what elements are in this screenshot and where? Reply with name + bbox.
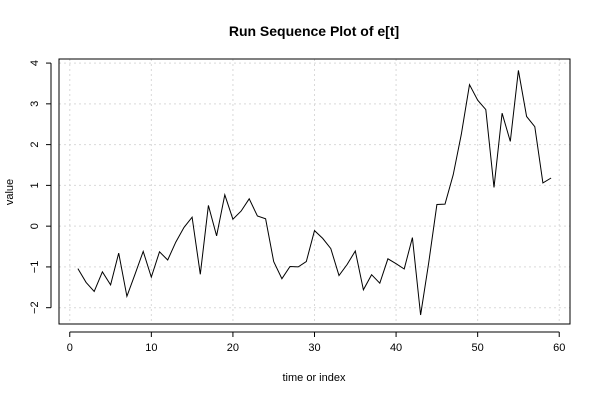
y-tick-label: 3 — [29, 101, 41, 107]
y-axis-label: value — [4, 179, 16, 205]
y-tick-label: −1 — [29, 261, 41, 274]
series-line — [77, 70, 552, 316]
x-axis: 0 10 20 30 40 50 60 — [67, 331, 565, 354]
y-tick-label: 0 — [29, 223, 41, 229]
y-tick-label: 1 — [29, 182, 41, 188]
series-group — [77, 70, 552, 316]
y-tick-label: 2 — [29, 142, 41, 148]
x-tick-label: 30 — [308, 342, 320, 354]
y-tick-label: −2 — [29, 301, 41, 314]
x-tick-label: 20 — [227, 342, 239, 354]
x-tick-label: 10 — [145, 342, 157, 354]
x-tick-label: 0 — [67, 342, 73, 354]
chart-title: Run Sequence Plot of e[t] — [229, 23, 399, 39]
grid — [59, 59, 570, 324]
x-tick-label: 40 — [390, 342, 402, 354]
plot-area — [58, 58, 571, 325]
x-tick-label: 50 — [472, 342, 484, 354]
y-tick-label: 4 — [29, 60, 41, 66]
y-axis: −2 −1 0 1 2 3 4 — [29, 60, 52, 314]
x-tick-label: 60 — [553, 342, 565, 354]
x-axis-label: time or index — [283, 372, 346, 384]
